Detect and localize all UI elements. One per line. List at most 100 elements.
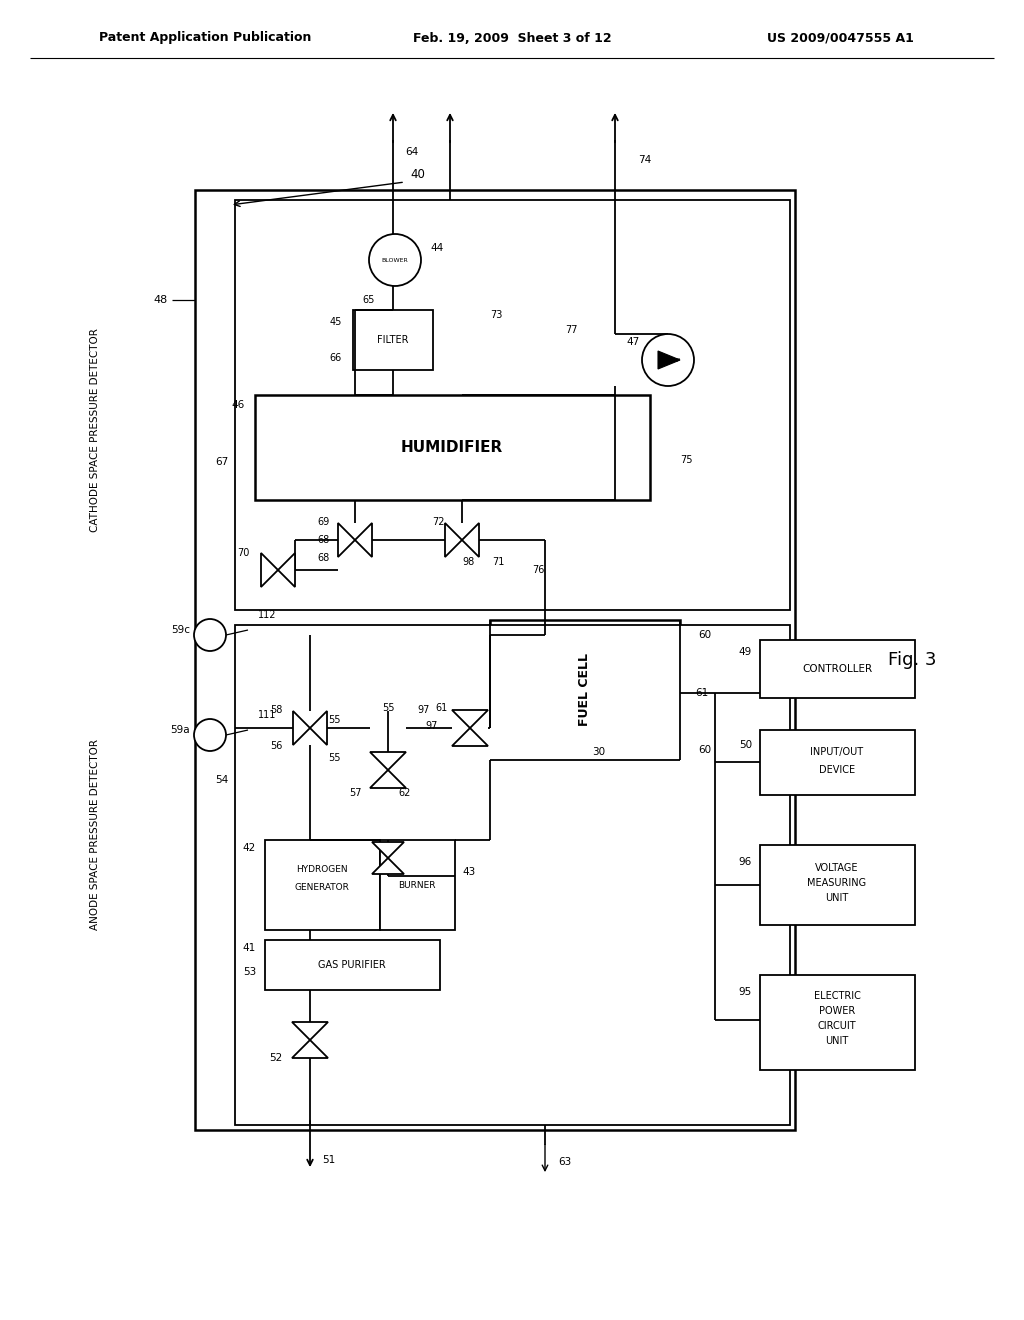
Bar: [255, 395, 650, 500]
Text: 62: 62: [398, 788, 411, 799]
Text: 43: 43: [462, 867, 475, 876]
Text: 73: 73: [490, 310, 503, 319]
Text: 42: 42: [243, 843, 256, 853]
Text: INPUT/OUT: INPUT/OUT: [810, 747, 863, 756]
Text: 55: 55: [382, 704, 394, 713]
Text: 49: 49: [738, 647, 752, 657]
Text: 52: 52: [268, 1053, 282, 1063]
Polygon shape: [355, 523, 372, 557]
Text: 51: 51: [322, 1155, 335, 1166]
Text: 111: 111: [258, 710, 276, 719]
Text: 46: 46: [231, 400, 245, 411]
Bar: [760, 730, 915, 795]
Text: HUMIDIFIER: HUMIDIFIER: [400, 441, 503, 455]
Text: 48: 48: [154, 294, 168, 305]
Circle shape: [642, 334, 694, 385]
Polygon shape: [658, 351, 680, 370]
Text: 71: 71: [492, 557, 505, 568]
Bar: [380, 840, 455, 931]
Text: 30: 30: [592, 747, 605, 756]
Text: 45: 45: [330, 317, 342, 327]
Polygon shape: [293, 711, 310, 744]
Text: HYDROGEN: HYDROGEN: [296, 866, 348, 874]
Text: MEASURING: MEASURING: [808, 878, 866, 888]
Text: 96: 96: [738, 857, 752, 867]
Bar: [195, 190, 795, 1130]
Text: Patent Application Publication: Patent Application Publication: [98, 32, 311, 45]
Text: 67: 67: [215, 457, 228, 467]
Text: UNIT: UNIT: [825, 894, 849, 903]
Polygon shape: [370, 752, 406, 770]
Polygon shape: [292, 1022, 328, 1040]
Polygon shape: [462, 523, 479, 557]
Text: 65: 65: [362, 294, 375, 305]
Text: 97: 97: [426, 721, 438, 731]
Text: Feb. 19, 2009  Sheet 3 of 12: Feb. 19, 2009 Sheet 3 of 12: [413, 32, 611, 45]
Text: 53: 53: [243, 968, 256, 977]
Polygon shape: [278, 553, 295, 587]
Text: 58: 58: [270, 705, 283, 715]
Bar: [265, 940, 440, 990]
Text: POWER: POWER: [819, 1006, 855, 1016]
Circle shape: [194, 619, 226, 651]
Polygon shape: [310, 711, 327, 744]
Polygon shape: [452, 710, 488, 729]
Bar: [760, 845, 915, 925]
Text: VOLTAGE: VOLTAGE: [815, 863, 859, 873]
Text: PUMP: PUMP: [666, 358, 681, 363]
Text: CATHODE SPACE PRESSURE DETECTOR: CATHODE SPACE PRESSURE DETECTOR: [90, 329, 100, 532]
Bar: [353, 310, 433, 370]
Text: GENERATOR: GENERATOR: [295, 883, 349, 892]
Text: GAS PURIFIER: GAS PURIFIER: [318, 960, 386, 970]
Text: 98: 98: [462, 557, 474, 568]
Text: 66: 66: [330, 352, 342, 363]
Polygon shape: [372, 858, 404, 874]
Text: DEVICE: DEVICE: [819, 766, 855, 775]
Circle shape: [369, 234, 421, 286]
Polygon shape: [261, 553, 278, 587]
Polygon shape: [445, 523, 462, 557]
Text: 72: 72: [432, 517, 445, 527]
Text: 60: 60: [698, 744, 711, 755]
Polygon shape: [452, 729, 488, 746]
Text: BURNER: BURNER: [398, 880, 436, 890]
Text: 75: 75: [680, 455, 692, 465]
Polygon shape: [370, 770, 406, 788]
Polygon shape: [292, 1040, 328, 1059]
Text: 57: 57: [349, 788, 362, 799]
Text: 61: 61: [695, 688, 709, 698]
Text: Fig. 3: Fig. 3: [888, 651, 937, 669]
Circle shape: [194, 719, 226, 751]
Text: 112: 112: [258, 610, 276, 620]
Text: UNIT: UNIT: [825, 1036, 849, 1045]
Text: 74: 74: [638, 154, 651, 165]
Text: 69: 69: [317, 517, 330, 527]
Bar: [234, 624, 790, 1125]
Bar: [265, 840, 380, 931]
Text: CIRCUIT: CIRCUIT: [818, 1020, 856, 1031]
Text: 61: 61: [436, 704, 449, 713]
Text: 47: 47: [627, 337, 640, 347]
Text: US 2009/0047555 A1: US 2009/0047555 A1: [767, 32, 913, 45]
Text: ANODE SPACE PRESSURE DETECTOR: ANODE SPACE PRESSURE DETECTOR: [90, 739, 100, 931]
Text: 55: 55: [328, 752, 341, 763]
Text: 70: 70: [238, 548, 250, 558]
Bar: [760, 975, 915, 1071]
Text: FILTER: FILTER: [377, 335, 409, 345]
Text: 97: 97: [418, 705, 430, 715]
Text: 56: 56: [270, 741, 283, 751]
Text: 64: 64: [406, 147, 418, 157]
Text: 50: 50: [739, 741, 752, 750]
Text: 54: 54: [215, 775, 228, 785]
Text: 55: 55: [328, 715, 341, 725]
Text: 77: 77: [565, 325, 578, 335]
Text: 59a: 59a: [170, 725, 190, 735]
Bar: [760, 640, 915, 698]
Text: 68: 68: [317, 553, 330, 564]
Text: FUEL CELL: FUEL CELL: [579, 653, 592, 726]
Text: CONTROLLER: CONTROLLER: [802, 664, 872, 675]
Bar: [490, 620, 680, 760]
Bar: [234, 201, 790, 610]
Text: 60: 60: [698, 630, 711, 640]
Text: 76: 76: [532, 565, 545, 576]
